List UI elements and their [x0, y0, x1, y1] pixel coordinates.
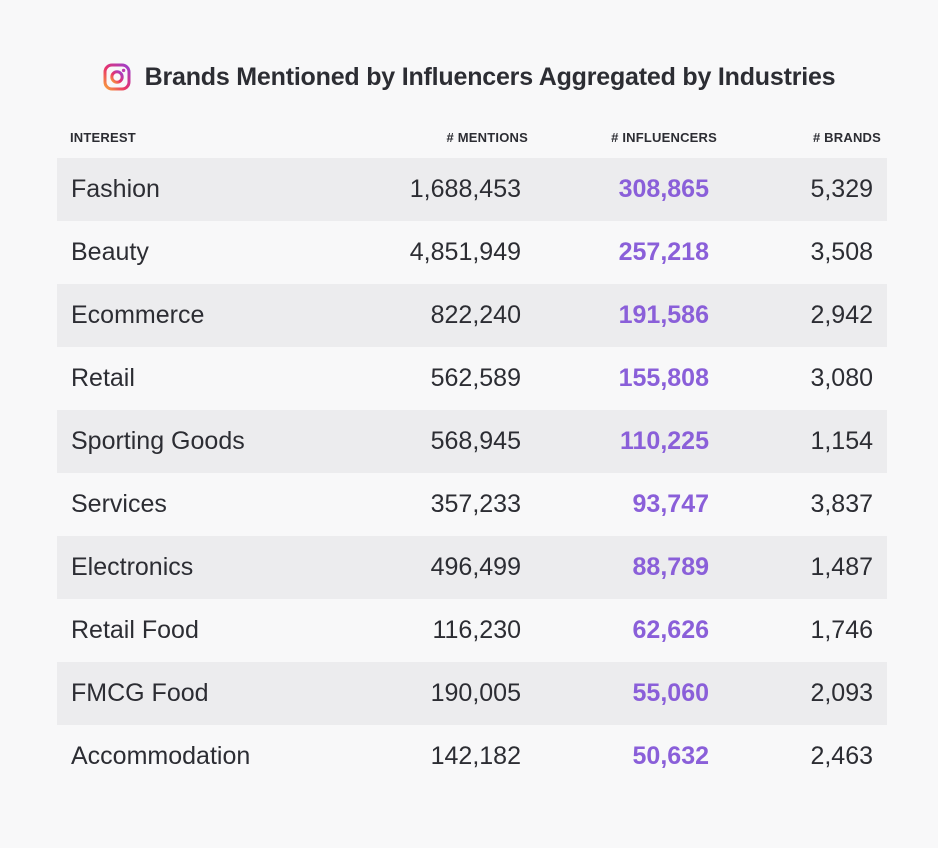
column-header-influencers: # INFLUENCERS — [611, 130, 717, 145]
cell-mentions: 142,182 — [430, 742, 521, 770]
cell-brands: 2,942 — [810, 301, 873, 329]
cell-mentions: 357,233 — [430, 490, 521, 518]
cell-brands: 1,487 — [810, 553, 873, 581]
cell-mentions: 190,005 — [430, 679, 521, 707]
table-row: Fashion 1,688,453 308,865 5,329 — [57, 158, 887, 221]
title-bar: Brands Mentioned by Influencers Aggregat… — [0, 58, 938, 96]
table-row: Retail 562,589 155,808 3,080 — [57, 347, 887, 410]
cell-interest: Retail Food — [71, 616, 199, 644]
cell-interest: Beauty — [71, 238, 149, 266]
cell-brands: 3,508 — [810, 238, 873, 266]
cell-influencers: 191,586 — [618, 301, 709, 329]
cell-brands: 1,746 — [810, 616, 873, 644]
table-row: Accommodation 142,182 50,632 2,463 — [57, 725, 887, 788]
cell-interest: Electronics — [71, 553, 194, 581]
cell-mentions: 4,851,949 — [409, 238, 521, 266]
cell-influencers: 88,789 — [632, 553, 709, 581]
cell-interest: Retail — [71, 364, 135, 392]
cell-interest: Fashion — [71, 175, 160, 203]
cell-brands: 2,463 — [810, 742, 873, 770]
page-title: Brands Mentioned by Influencers Aggregat… — [144, 62, 836, 91]
cell-influencers: 257,218 — [618, 238, 709, 266]
column-header-interest: INTEREST — [70, 130, 136, 145]
table-row: Retail Food 116,230 62,626 1,746 — [57, 599, 887, 662]
table-header: INTEREST # MENTIONS # INFLUENCERS # BRAN… — [57, 122, 887, 158]
cell-influencers: 110,225 — [620, 427, 709, 455]
table-row: Electronics 496,499 88,789 1,487 — [57, 536, 887, 599]
cell-mentions: 496,499 — [430, 553, 521, 581]
cell-interest: FMCG Food — [71, 679, 209, 707]
cell-mentions: 1,688,453 — [409, 175, 521, 203]
cell-influencers: 308,865 — [618, 175, 709, 203]
table-row: Services 357,233 93,747 3,837 — [57, 473, 887, 536]
instagram-icon — [103, 63, 131, 91]
table-row: Sporting Goods 568,945 110,225 1,154 — [57, 410, 887, 473]
cell-mentions: 568,945 — [430, 427, 521, 455]
cell-brands: 1,154 — [810, 427, 873, 455]
cell-brands: 3,837 — [810, 490, 873, 518]
industries-table: INTEREST # MENTIONS # INFLUENCERS # BRAN… — [57, 122, 887, 788]
cell-brands: 5,329 — [810, 175, 873, 203]
table-row: FMCG Food 190,005 55,060 2,093 — [57, 662, 887, 725]
cell-brands: 3,080 — [810, 364, 873, 392]
table-row: Beauty 4,851,949 257,218 3,508 — [57, 221, 887, 284]
table-row: Ecommerce 822,240 191,586 2,942 — [57, 284, 887, 347]
column-header-brands: # BRANDS — [812, 130, 881, 145]
cell-mentions: 116,230 — [432, 616, 521, 644]
cell-influencers: 62,626 — [632, 616, 709, 644]
table-body: Fashion 1,688,453 308,865 5,329 Beauty 4,851,… — [57, 158, 887, 788]
cell-interest: Ecommerce — [71, 301, 205, 329]
cell-brands: 2,093 — [810, 679, 873, 707]
cell-influencers: 93,747 — [632, 490, 709, 518]
cell-interest: Services — [71, 490, 167, 518]
cell-mentions: 562,589 — [430, 364, 521, 392]
column-header-mentions: # MENTIONS — [446, 130, 528, 145]
cell-influencers: 50,632 — [632, 742, 709, 770]
cell-interest: Sporting Goods — [71, 427, 245, 455]
cell-influencers: 155,808 — [618, 364, 709, 392]
cell-mentions: 822,240 — [430, 301, 521, 329]
cell-interest: Accommodation — [71, 742, 251, 770]
cell-influencers: 55,060 — [632, 679, 709, 707]
